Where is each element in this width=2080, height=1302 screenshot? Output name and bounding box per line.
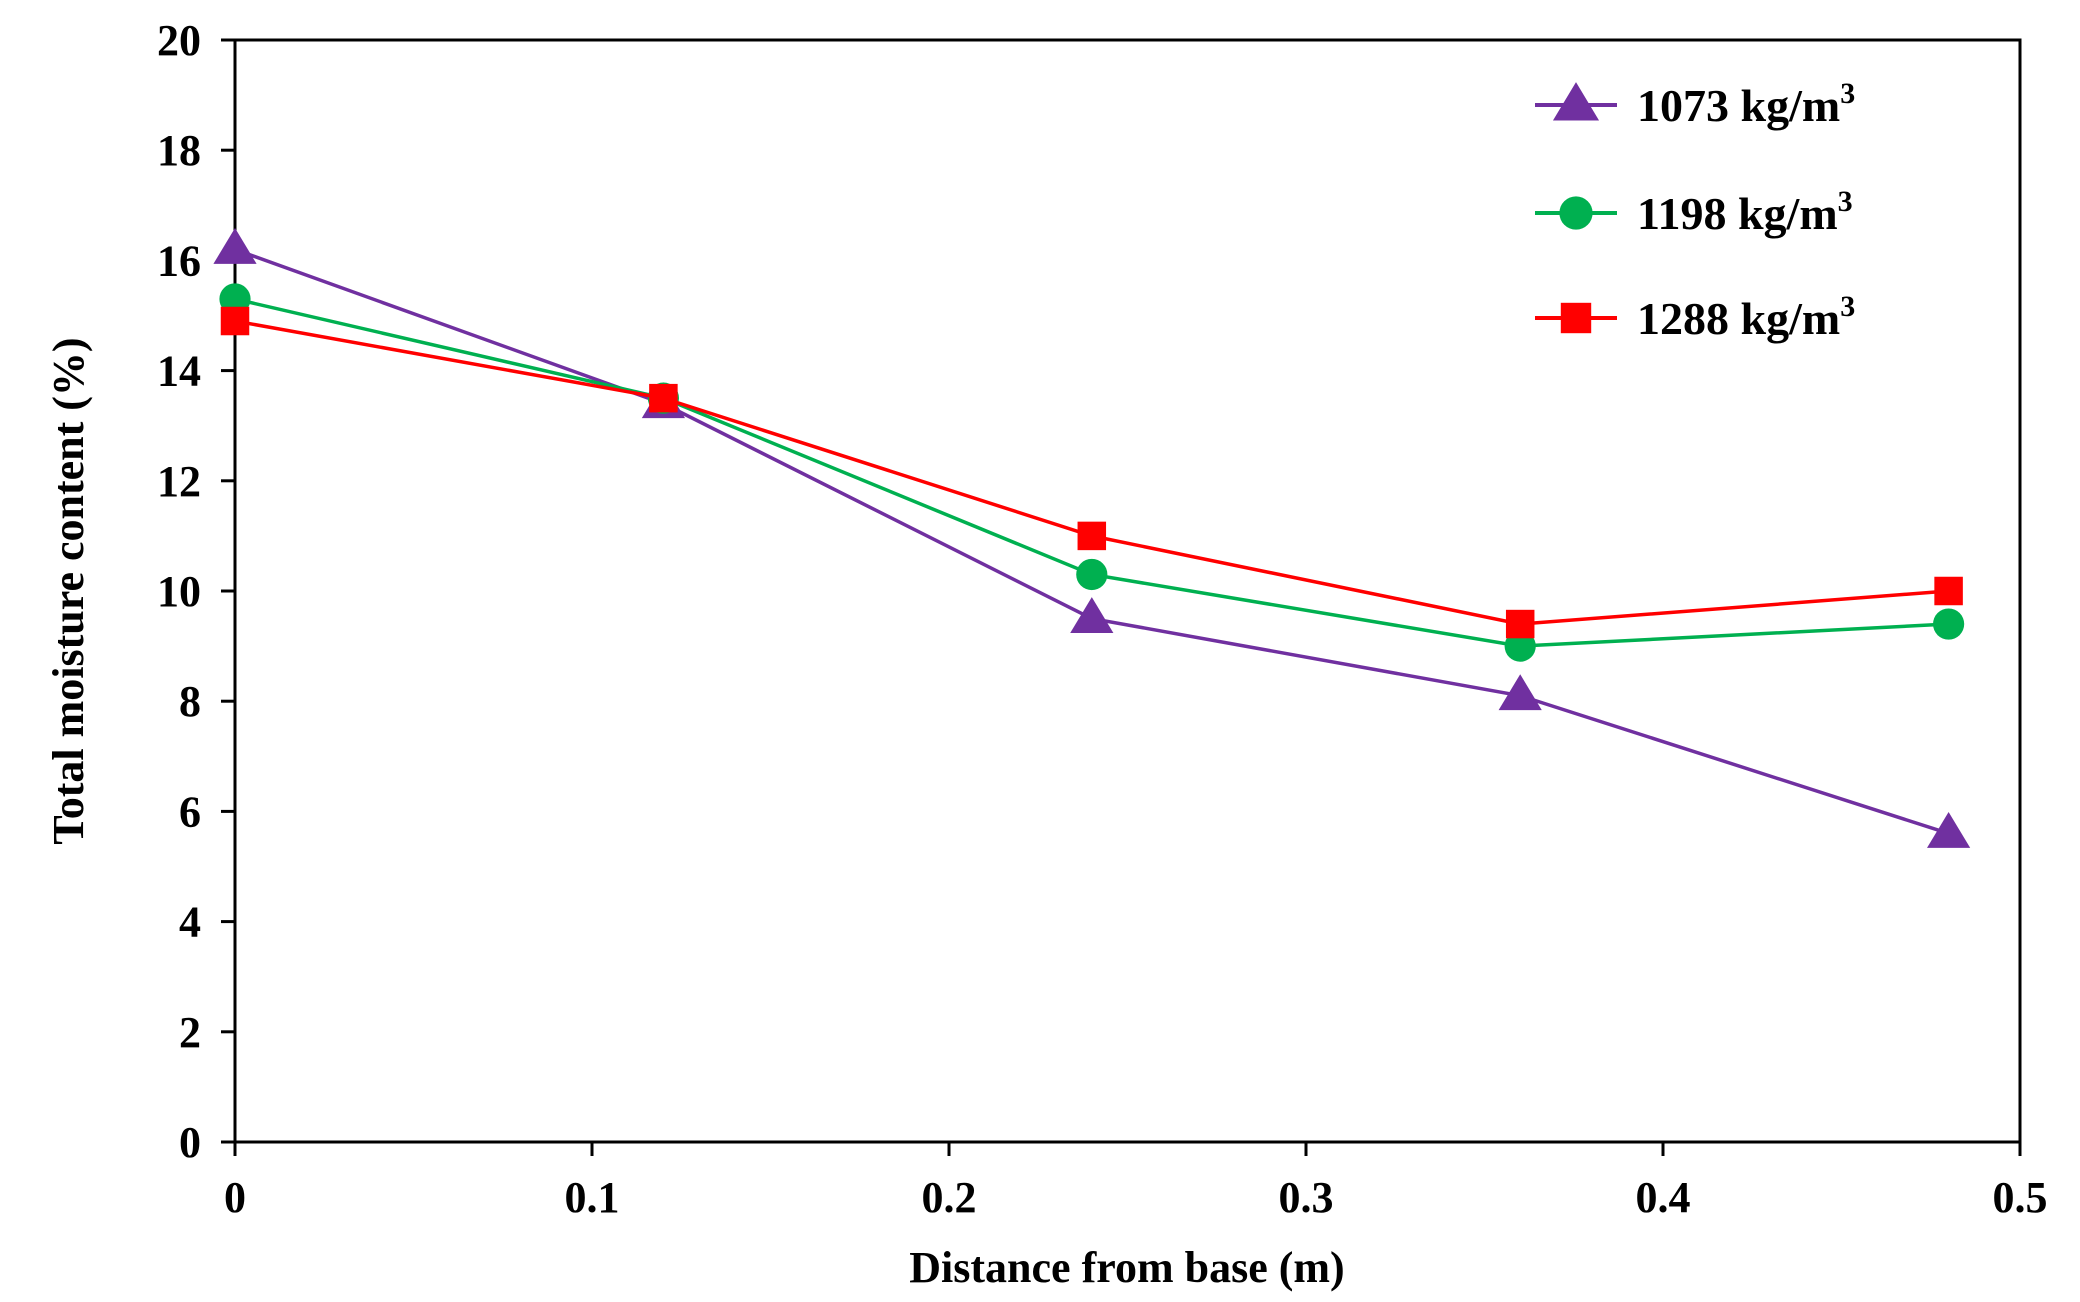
- legend-entry-1: 1198 kg/m3: [1535, 185, 1853, 239]
- x-tick-label: 0: [224, 1173, 246, 1222]
- y-tick-label: 0: [179, 1118, 201, 1167]
- data-point: [1934, 576, 1963, 606]
- data-point: [1505, 609, 1535, 639]
- data-point: [1076, 558, 1108, 591]
- y-tick-label: 4: [179, 898, 201, 947]
- x-tick-label: 0.3: [1279, 1173, 1334, 1222]
- series-layer: [213, 227, 1971, 848]
- y-tick-label: 18: [157, 126, 201, 175]
- y-tick-label: 14: [157, 347, 201, 396]
- plot-area: [233, 38, 2022, 1144]
- legend-marker: [1560, 302, 1592, 334]
- y-tick-label: 12: [157, 457, 201, 506]
- x-tick-label: 0.2: [922, 1173, 977, 1222]
- data-point: [1070, 597, 1114, 634]
- y-tick-label: 8: [179, 677, 201, 726]
- data-point: [1927, 812, 1971, 848]
- legend-label: 1288 kg/m3: [1637, 290, 1855, 344]
- x-axis: 0 0.1 0.2 0.3 0.4 0.5: [224, 1142, 2048, 1222]
- y-tick-label: 16: [157, 236, 201, 285]
- legend-label-text: 1198 kg/m: [1637, 188, 1838, 239]
- y-axis-title: Total moisture content (%): [44, 337, 93, 844]
- series-2: [220, 306, 1963, 639]
- legend-marker: [1559, 196, 1593, 230]
- y-tick-label: 2: [179, 1008, 201, 1057]
- data-point: [1077, 521, 1107, 551]
- data-point: [220, 306, 250, 336]
- legend-marker: [1552, 82, 1600, 121]
- x-tick-label: 0.4: [1636, 1173, 1691, 1222]
- legend-entry-0: 1073 kg/m3: [1535, 77, 1855, 131]
- data-point: [213, 227, 257, 264]
- y-tick-label: 20: [157, 16, 201, 65]
- data-point: [1498, 674, 1542, 711]
- legend-label-superscript: 3: [1838, 185, 1853, 218]
- x-tick-label: 0.5: [1993, 1173, 2048, 1222]
- y-tick-label: 10: [157, 567, 201, 616]
- x-axis-title: Distance from base (m): [909, 1243, 1344, 1292]
- data-point: [1933, 608, 1965, 640]
- y-tick-label: 6: [179, 787, 201, 836]
- legend-label-superscript: 3: [1840, 290, 1855, 323]
- data-point: [649, 383, 678, 413]
- legend-label-superscript: 3: [1840, 77, 1855, 110]
- legend-label-text: 1288 kg/m: [1637, 293, 1840, 344]
- legend-entry-2: 1288 kg/m3: [1535, 290, 1855, 344]
- y-axis: 0 2 4 6 8 10 12 14 16 18 20: [157, 16, 235, 1167]
- legend-label: 1073 kg/m3: [1637, 77, 1855, 131]
- x-tick-label: 0.1: [565, 1173, 620, 1222]
- legend-label-text: 1073 kg/m: [1637, 80, 1840, 131]
- legend-label: 1198 kg/m3: [1637, 185, 1853, 239]
